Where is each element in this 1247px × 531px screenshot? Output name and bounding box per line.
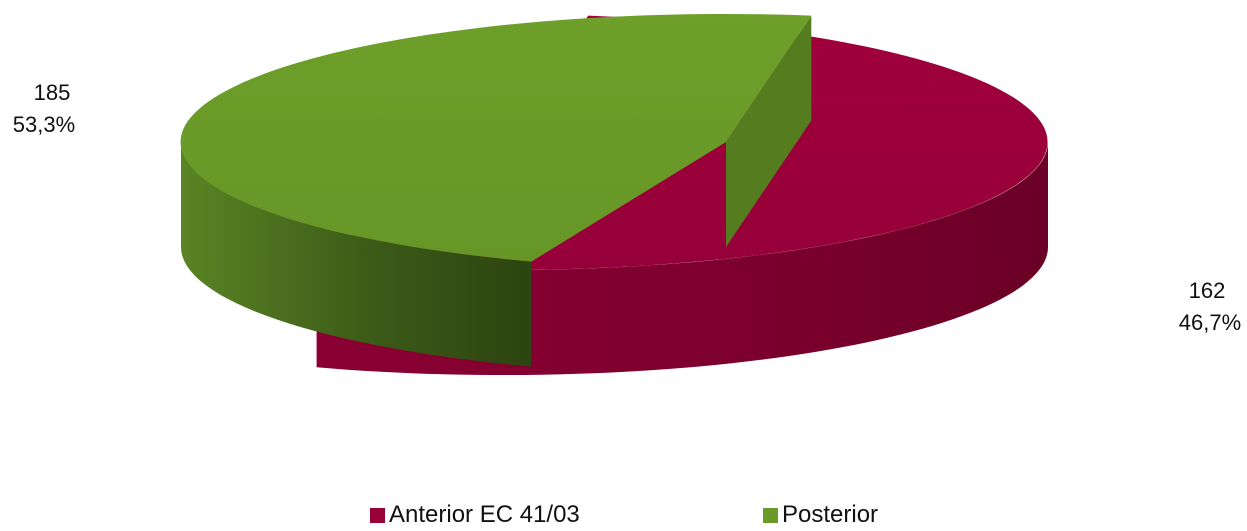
data-label-posterior-value: 162 — [1189, 278, 1226, 303]
pie-chart: 185 53,3% 162 46,7% — [13, 14, 1241, 376]
pie-slice-posterior-outer-side — [181, 142, 532, 367]
chart-legend: Anterior EC 41/03 Posterior — [0, 500, 1247, 530]
legend-swatch-anterior — [370, 507, 385, 523]
legend-item-posterior: Posterior — [763, 500, 878, 530]
pie-slice-posterior-cut-face — [726, 15, 812, 247]
data-label-anterior-percent: 53,3% — [13, 112, 75, 137]
data-label-anterior: 185 53,3% — [13, 80, 75, 137]
data-label-posterior-percent: 46,7% — [1179, 310, 1241, 335]
data-label-anterior-value: 185 — [34, 80, 71, 105]
data-label-posterior: 162 46,7% — [1179, 278, 1241, 335]
pie-slice-posterior-top — [180, 14, 812, 262]
legend-swatch-posterior — [763, 507, 778, 523]
pie-slice-posterior — [180, 14, 812, 367]
legend-label-posterior: Posterior — [782, 501, 879, 528]
legend-label-anterior: Anterior EC 41/03 — [389, 501, 580, 528]
legend-item-anterior: Anterior EC 41/03 — [370, 500, 580, 530]
